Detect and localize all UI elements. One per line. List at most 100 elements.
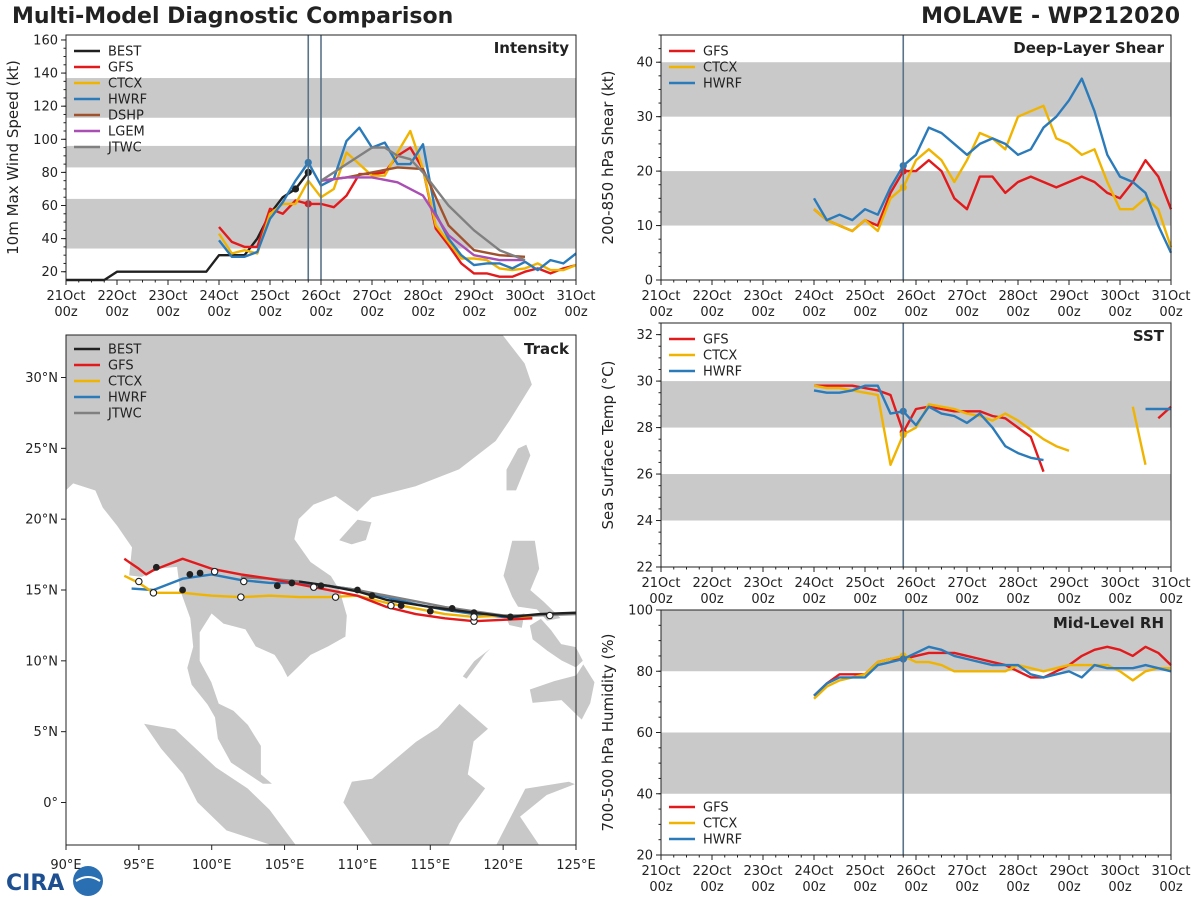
x-tick-label-hour: 00z <box>853 592 877 607</box>
x-tick-label-date: 24Oct <box>794 864 833 879</box>
landmass <box>528 662 596 721</box>
x-tick-label-hour: 00z <box>751 592 775 607</box>
x-tick-label-hour: 00z <box>309 305 333 320</box>
x-tick-label-date: 27Oct <box>947 576 986 591</box>
panel-title: Intensity <box>494 39 570 57</box>
panel-shear: 01020304021Oct00z22Oct00z23Oct00z24Oct00… <box>599 34 1191 320</box>
y-tick-label: 40 <box>636 56 653 71</box>
legend-label-hwrf: HWRF <box>703 365 742 380</box>
x-tick-label-date: 31Oct <box>1151 576 1190 591</box>
x-tick-label-date: 27Oct <box>947 864 986 879</box>
y-tick-label: 120 <box>33 100 58 115</box>
legend-label-gfs: GFS <box>703 801 729 816</box>
x-tick-label-hour: 00z <box>411 305 435 320</box>
legend-label-dshp: DSHP <box>108 109 144 124</box>
landmass <box>342 702 490 846</box>
landmass <box>505 443 532 492</box>
y-tick-label: 80 <box>41 166 58 181</box>
x-tick-label-date: 22Oct <box>97 289 136 304</box>
x-tick-label-hour: 00z <box>1057 592 1081 607</box>
lat-tick-label: 20°N <box>25 513 58 528</box>
x-tick-label-hour: 00z <box>700 305 724 320</box>
y-tick-label: 100 <box>33 133 58 148</box>
x-tick-label-hour: 00z <box>853 305 877 320</box>
landmass <box>528 617 584 669</box>
track-position-dot <box>317 582 325 590</box>
x-tick-label-hour: 00z <box>513 305 537 320</box>
legend-label-hwrf: HWRF <box>108 93 147 108</box>
x-tick-label-date: 29Oct <box>1049 864 1088 879</box>
x-tick-label-hour: 00z <box>700 880 724 895</box>
x-tick-label-hour: 00z <box>649 592 673 607</box>
x-tick-label-date: 25Oct <box>845 864 884 879</box>
x-tick-label-hour: 00z <box>1057 880 1081 895</box>
track-position-dot <box>368 592 376 600</box>
x-tick-label-date: 31Oct <box>556 289 595 304</box>
x-tick-label-date: 22Oct <box>692 864 731 879</box>
x-tick-label-date: 28Oct <box>998 576 1037 591</box>
panel-intensity: 2040608010012014016021Oct00z22Oct00z23Oc… <box>4 33 596 320</box>
lon-tick-label: 95°E <box>123 858 154 873</box>
y-tick-label: 20 <box>41 265 58 280</box>
track-position-dot <box>354 586 361 594</box>
y-tick-label: 28 <box>636 421 653 436</box>
legend-label-hwrf: HWRF <box>703 833 742 848</box>
track-line-ctcx <box>123 574 533 619</box>
y-tick-label: 100 <box>628 604 653 619</box>
x-tick-label-hour: 00z <box>1006 592 1030 607</box>
logo-globe-icon <box>73 866 103 896</box>
y-tick-label: 0 <box>645 274 653 289</box>
x-tick-label-date: 31Oct <box>1151 864 1190 879</box>
track-position-dot <box>196 569 204 577</box>
series-line-lgem <box>320 176 525 262</box>
lon-tick-label: 100°E <box>192 858 232 873</box>
series-line-ctcx <box>1131 406 1147 466</box>
lon-tick-label: 115°E <box>411 858 451 873</box>
x-tick-label-date: 29Oct <box>1049 576 1088 591</box>
x-tick-label-hour: 00z <box>156 305 180 320</box>
track-forecast-dot <box>546 611 554 620</box>
track-forecast-dot <box>135 577 143 586</box>
legend-label-gfs: GFS <box>108 359 134 374</box>
x-tick-label-date: 26Oct <box>896 289 935 304</box>
x-tick-label-date: 21Oct <box>641 576 680 591</box>
x-tick-label-date: 21Oct <box>641 864 680 879</box>
x-tick-label-date: 25Oct <box>250 289 289 304</box>
track-forecast-dot <box>470 613 478 621</box>
x-tick-label-date: 26Oct <box>301 289 340 304</box>
x-tick-label-hour: 00z <box>1108 592 1132 607</box>
track-position-dot <box>179 586 186 594</box>
shading-band <box>661 381 1171 428</box>
legend-label-best: BEST <box>108 343 141 358</box>
track-forecast-dot <box>240 577 248 586</box>
y-tick-label: 140 <box>33 67 58 82</box>
x-tick-label-date: 30Oct <box>505 289 544 304</box>
track-position-dot <box>186 571 194 578</box>
track-forecast-dot <box>210 567 219 576</box>
x-tick-label-hour: 00z <box>258 305 282 320</box>
plot-area <box>661 323 1171 567</box>
track-position-dot <box>273 582 281 590</box>
x-tick-label-hour: 00z <box>751 880 775 895</box>
track-forecast-dot <box>387 601 395 610</box>
x-tick-label-date: 24Oct <box>199 289 238 304</box>
x-tick-label-hour: 00z <box>1159 592 1183 607</box>
shading-band <box>661 171 1171 226</box>
x-tick-label-hour: 00z <box>904 880 928 895</box>
x-tick-label-date: 25Oct <box>845 289 884 304</box>
x-tick-label-date: 28Oct <box>998 289 1037 304</box>
x-tick-label-hour: 00z <box>751 305 775 320</box>
x-tick-label-date: 23Oct <box>743 289 782 304</box>
x-tick-label-date: 22Oct <box>692 289 731 304</box>
x-tick-label-hour: 00z <box>1108 305 1132 320</box>
y-tick-label: 60 <box>636 726 653 741</box>
series-marker-best <box>291 185 300 193</box>
x-tick-label-hour: 00z <box>54 305 78 320</box>
legend-label-ctcx: CTCX <box>703 61 737 76</box>
lon-tick-label: 120°E <box>483 858 523 873</box>
lat-tick-label: 5°N <box>34 725 59 740</box>
x-tick-label-date: 30Oct <box>1100 864 1139 879</box>
x-tick-label-hour: 00z <box>564 305 588 320</box>
legend-label-ctcx: CTCX <box>703 349 737 364</box>
